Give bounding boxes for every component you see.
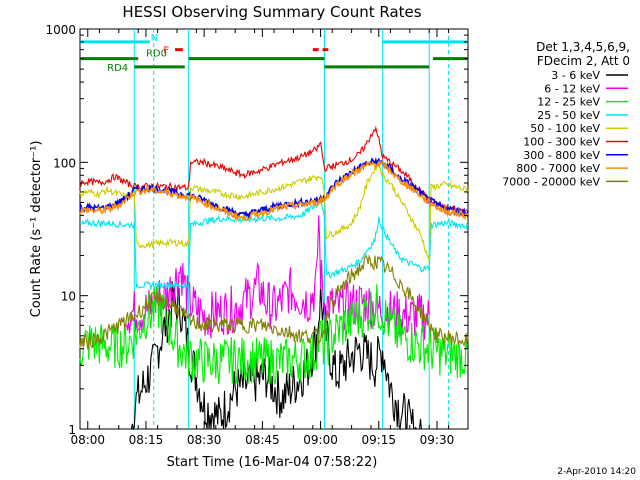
series-group bbox=[79, 125, 469, 431]
chart-title: HESSI Observing Summary Count Rates bbox=[122, 3, 421, 21]
legend-header-line-1: Det 1,3,4,5,6,9, bbox=[536, 40, 630, 54]
x-axis-label: Start Time (16-Mar-04 07:58:22) bbox=[167, 455, 378, 470]
x-tick-label-4: 09:00 bbox=[303, 433, 338, 447]
legend-label-3: 25 - 50 keV bbox=[537, 109, 600, 122]
series-line-0 bbox=[80, 281, 426, 431]
x-tick-label-5: 09:15 bbox=[361, 433, 396, 447]
flag-label-n: N bbox=[151, 33, 158, 44]
flag-label-rd0: RD0 bbox=[146, 49, 167, 60]
x-tick-label-6: 09:30 bbox=[420, 433, 455, 447]
legend-label-2: 12 - 25 keV bbox=[537, 96, 600, 109]
series-line-5 bbox=[79, 125, 469, 215]
series-line-2 bbox=[79, 284, 469, 385]
legend-label-0: 3 - 6 keV bbox=[551, 69, 600, 82]
y-tick-label-1: 10 bbox=[61, 290, 76, 304]
y-axis-label: Count Rate (s⁻¹ detector⁻¹) bbox=[29, 141, 44, 318]
date-stamp: 2-Apr-2010 14:20 bbox=[557, 467, 636, 477]
y-tick-label-3: 1000 bbox=[45, 23, 76, 37]
y-tick-label-0: 1 bbox=[68, 423, 76, 437]
legend-label-5: 100 - 300 keV bbox=[523, 136, 600, 149]
x-tick-label-1: 08:15 bbox=[129, 433, 164, 447]
flag-label-rd4: RD4 bbox=[107, 63, 128, 74]
x-tick-label-0: 08:00 bbox=[70, 433, 105, 447]
series-line-4 bbox=[79, 161, 469, 262]
y-tick-label-2: 100 bbox=[53, 156, 76, 170]
legend-label-6: 300 - 800 keV bbox=[523, 149, 600, 162]
flag-label-f: F bbox=[163, 46, 169, 57]
x-tick-label-2: 08:30 bbox=[187, 433, 222, 447]
series-line-1 bbox=[126, 215, 430, 340]
series-line-3 bbox=[79, 197, 469, 291]
series-line-8 bbox=[79, 254, 469, 350]
legend-label-8: 7000 - 20000 keV bbox=[502, 175, 600, 188]
legend-label-1: 6 - 12 keV bbox=[544, 82, 600, 95]
x-tick-label-3: 08:45 bbox=[245, 433, 280, 447]
legend-label-4: 50 - 100 keV bbox=[530, 122, 600, 135]
legend-label-7: 800 - 7000 keV bbox=[516, 162, 600, 175]
legend-header-line-2: FDecim 2, Att 0 bbox=[537, 54, 630, 68]
axes: 08:00 08:15 08:30 08:45 09:00 09:15 09:30 1 10 10… bbox=[45, 23, 468, 447]
legend: Det 1,3,4,5,6,9, FDecim 2, Att 0 3 - 6 k… bbox=[502, 40, 630, 188]
series-line-7 bbox=[79, 159, 469, 223]
